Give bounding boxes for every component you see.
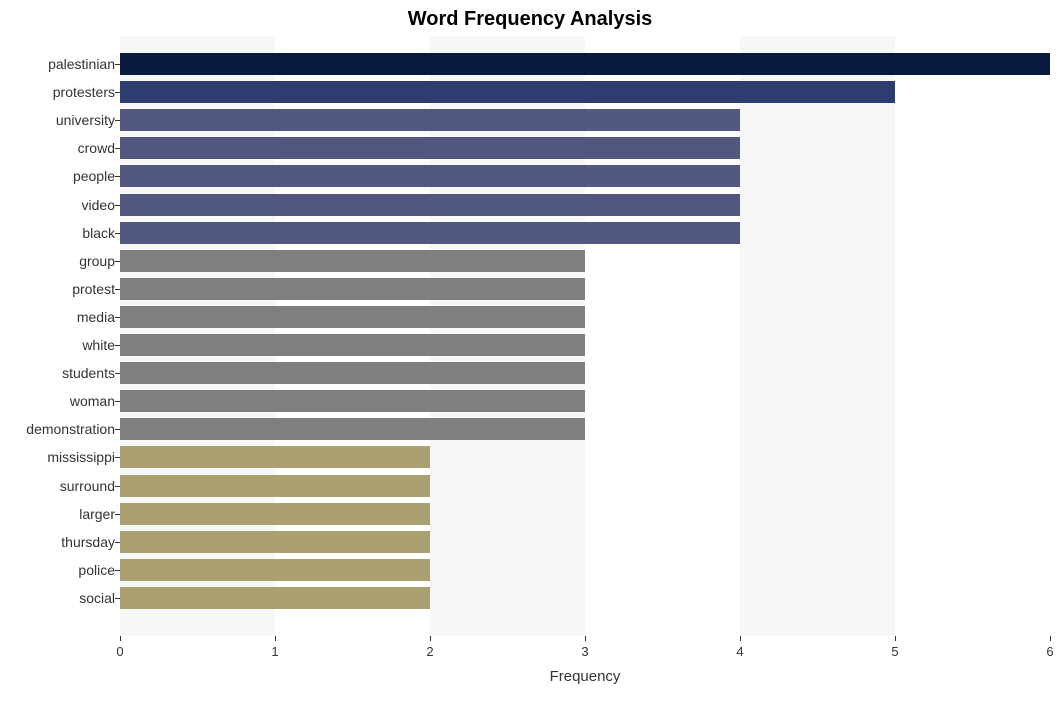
bars-layer [120, 36, 1050, 636]
y-tick-mark [115, 205, 120, 206]
y-tick-label: university [5, 112, 115, 128]
x-tick-label: 2 [426, 644, 433, 659]
y-tick-label: police [5, 562, 115, 578]
x-tick-label: 3 [581, 644, 588, 659]
y-tick-label: protesters [5, 84, 115, 100]
y-tick-label: group [5, 253, 115, 269]
x-tick-label: 1 [271, 644, 278, 659]
bar [120, 250, 585, 272]
bar [120, 137, 740, 159]
y-tick-mark [115, 317, 120, 318]
y-tick-mark [115, 233, 120, 234]
x-tick-mark [120, 636, 121, 641]
y-tick-label: media [5, 309, 115, 325]
y-tick-mark [115, 457, 120, 458]
bar [120, 390, 585, 412]
y-tick-mark [115, 289, 120, 290]
y-tick-label: social [5, 590, 115, 606]
x-tick-mark [430, 636, 431, 641]
bar [120, 559, 430, 581]
y-tick-label: thursday [5, 534, 115, 550]
y-tick-mark [115, 176, 120, 177]
y-tick-mark [115, 148, 120, 149]
bar [120, 587, 430, 609]
y-tick-mark [115, 429, 120, 430]
y-tick-mark [115, 486, 120, 487]
y-tick-label: black [5, 225, 115, 241]
y-tick-mark [115, 373, 120, 374]
y-tick-mark [115, 401, 120, 402]
bar [120, 165, 740, 187]
x-tick-label: 4 [736, 644, 743, 659]
y-tick-mark [115, 514, 120, 515]
bar [120, 503, 430, 525]
bar [120, 109, 740, 131]
bar [120, 194, 740, 216]
y-tick-label: palestinian [5, 56, 115, 72]
y-tick-label: crowd [5, 140, 115, 156]
y-tick-label: larger [5, 506, 115, 522]
y-tick-label: people [5, 168, 115, 184]
bar [120, 334, 585, 356]
bar [120, 306, 585, 328]
bar [120, 222, 740, 244]
bar [120, 81, 895, 103]
y-tick-label: mississippi [5, 449, 115, 465]
y-tick-mark [115, 92, 120, 93]
y-tick-label: students [5, 365, 115, 381]
x-tick-mark [1050, 636, 1051, 641]
y-tick-label: demonstration [5, 421, 115, 437]
y-tick-label: woman [5, 393, 115, 409]
x-tick-label: 5 [891, 644, 898, 659]
bar [120, 278, 585, 300]
y-tick-mark [115, 64, 120, 65]
bar [120, 362, 585, 384]
y-tick-mark [115, 120, 120, 121]
y-tick-mark [115, 345, 120, 346]
x-tick-label: 6 [1046, 644, 1053, 659]
bar [120, 531, 430, 553]
bar [120, 446, 430, 468]
chart-title: Word Frequency Analysis [0, 8, 1060, 31]
word-frequency-chart: Word Frequency Analysis Frequency palest… [0, 0, 1060, 701]
x-axis-label: Frequency [550, 668, 621, 685]
bar [120, 475, 430, 497]
y-tick-label: white [5, 337, 115, 353]
y-tick-mark [115, 598, 120, 599]
x-tick-mark [740, 636, 741, 641]
bar [120, 53, 1050, 75]
y-tick-mark [115, 542, 120, 543]
x-tick-label: 0 [116, 644, 123, 659]
y-tick-mark [115, 261, 120, 262]
y-tick-mark [115, 570, 120, 571]
bar [120, 418, 585, 440]
x-tick-mark [275, 636, 276, 641]
x-tick-mark [895, 636, 896, 641]
y-tick-label: video [5, 197, 115, 213]
x-tick-mark [585, 636, 586, 641]
y-tick-label: surround [5, 478, 115, 494]
plot-area [120, 36, 1050, 636]
y-tick-label: protest [5, 281, 115, 297]
